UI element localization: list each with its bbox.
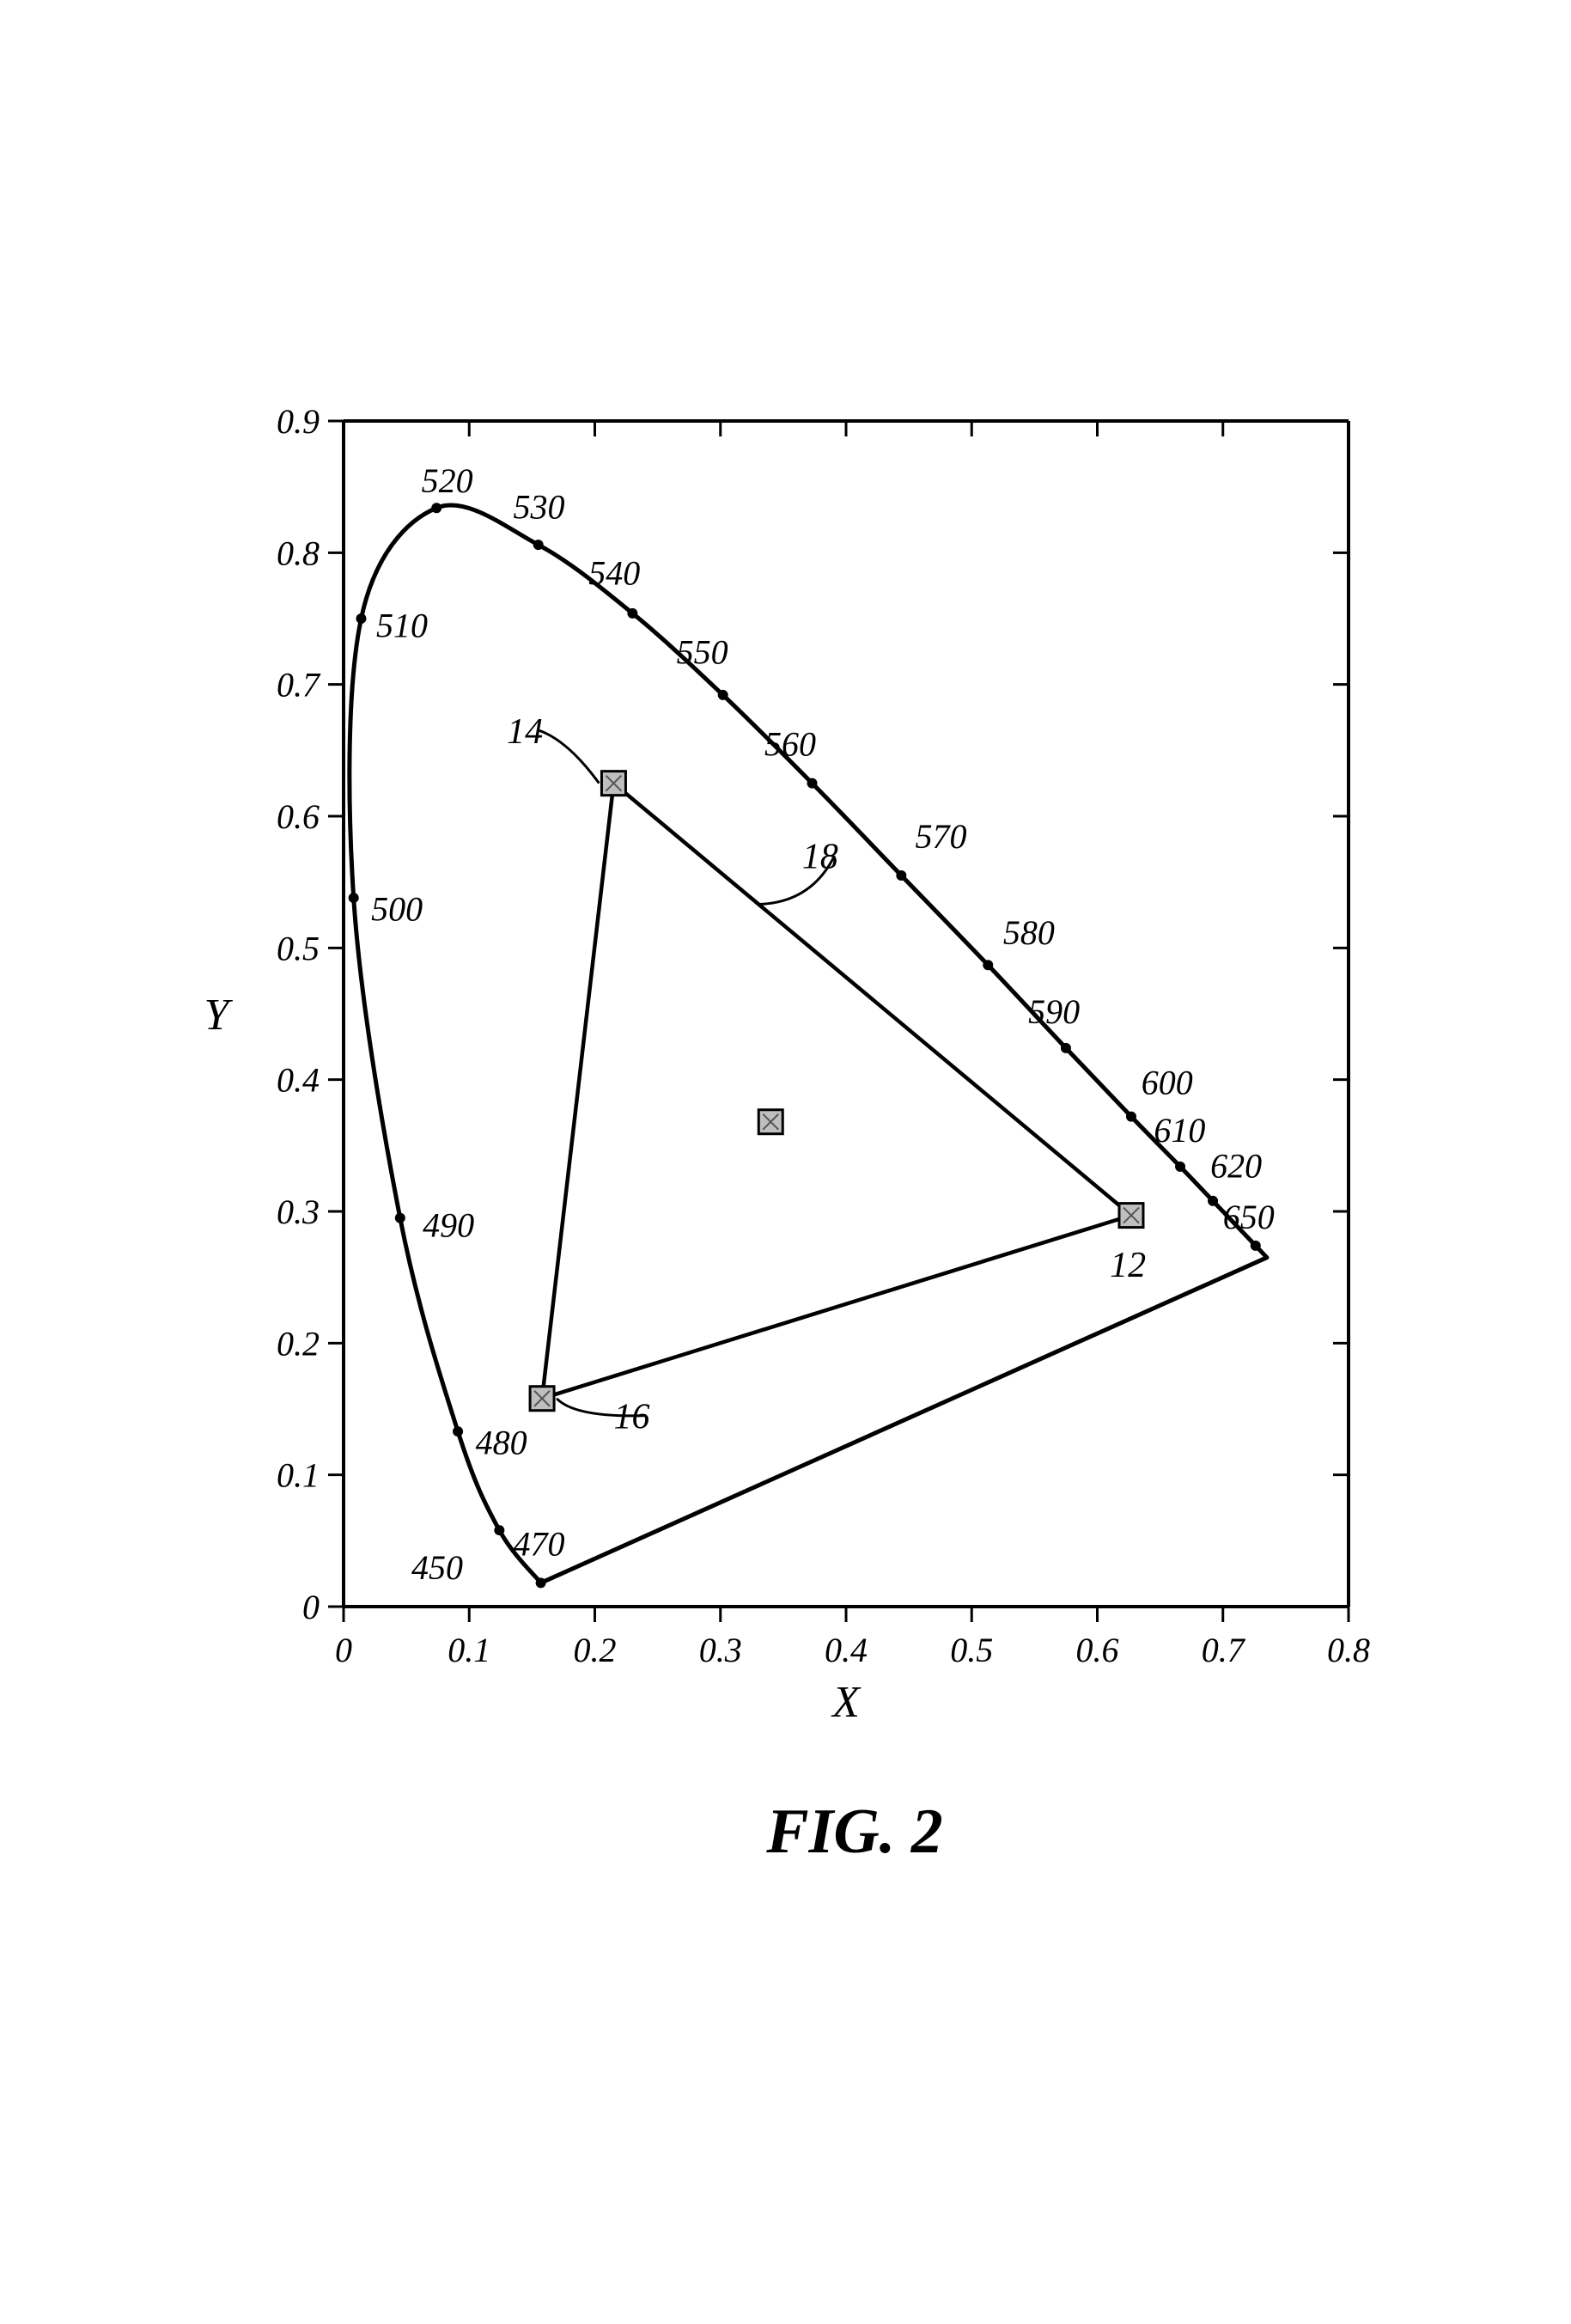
locus-point [395,1213,405,1223]
wavelength-label: 480 [476,1423,527,1461]
y-tick-label: 0.4 [277,1061,320,1100]
wavelength-label: 450 [411,1548,463,1587]
x-tick-label: 0.6 [1076,1631,1119,1669]
y-axis-label: Y [204,991,234,1040]
locus-point [356,613,366,624]
wavelength-label: 610 [1154,1111,1205,1150]
ref-label-12: 12 [1110,1246,1146,1285]
leader-14 [539,730,600,783]
locus-point [1251,1241,1261,1251]
x-tick-label: 0 [335,1631,352,1669]
locus-point [536,1577,546,1588]
chromaticity-chart: 0 0.1 0.2 0.3 0.4 0.5 0.6 0.7 0.8 0 0.1 0.2 0.3 0.4 0.… [155,369,1409,1761]
locus-point [896,870,906,881]
wavelength-label: 530 [513,488,564,527]
locus-point [349,893,359,903]
wavelength-label: 550 [677,632,728,671]
locus-point [494,1525,504,1535]
locus-point [533,540,544,550]
y-tick-label: 0.2 [277,1324,320,1363]
locus-point [1061,1043,1071,1053]
ref-label-14: 14 [507,712,543,752]
x-tick-label: 0.8 [1327,1631,1370,1669]
spectral-locus [350,505,1267,1583]
y-tick-label: 0.3 [277,1192,320,1231]
x-tick-label: 0.7 [1202,1631,1246,1669]
wavelength-label: 510 [376,607,428,645]
y-tick-label: 0.5 [277,929,320,967]
x-tick-label: 0.5 [950,1631,993,1669]
locus-point [453,1426,463,1436]
y-tick-label: 0.8 [277,534,320,572]
figure-caption: FIG. 2 [726,1796,983,1869]
locus-point [627,608,637,619]
y-tick-label: 0.1 [277,1456,320,1495]
y-tick-label: 0.6 [277,797,320,836]
locus-point [431,503,441,513]
wavelength-label: 470 [513,1524,564,1563]
wavelength-label: 490 [423,1205,474,1244]
locus-point [807,778,818,789]
y-tick-label: 0.9 [277,402,320,441]
locus-point [1126,1112,1136,1122]
y-tick-label: 0 [302,1588,320,1626]
x-tick-label: 0.3 [699,1631,742,1669]
x-tick-label: 0.2 [574,1631,617,1669]
wavelength-label: 580 [1003,913,1055,952]
wavelength-label: 570 [915,817,966,856]
wavelength-label: 600 [1142,1064,1193,1102]
wavelength-label: 500 [371,889,423,928]
y-tick-label: 0.7 [277,666,321,705]
locus-point [1175,1162,1185,1172]
x-tick-label: 0.1 [448,1631,490,1669]
locus-point [1208,1196,1218,1206]
wavelength-label: 560 [764,725,816,764]
wavelength-label: 620 [1210,1146,1262,1185]
wavelength-label: 520 [422,461,473,500]
wavelength-label: 540 [588,553,640,592]
wavelength-label: 650 [1223,1198,1275,1236]
x-tick-label: 0.4 [825,1631,868,1669]
wavelength-label: 590 [1028,992,1080,1031]
locus-point [718,690,728,700]
locus-point [983,960,993,970]
x-axis-label: X [831,1678,862,1727]
